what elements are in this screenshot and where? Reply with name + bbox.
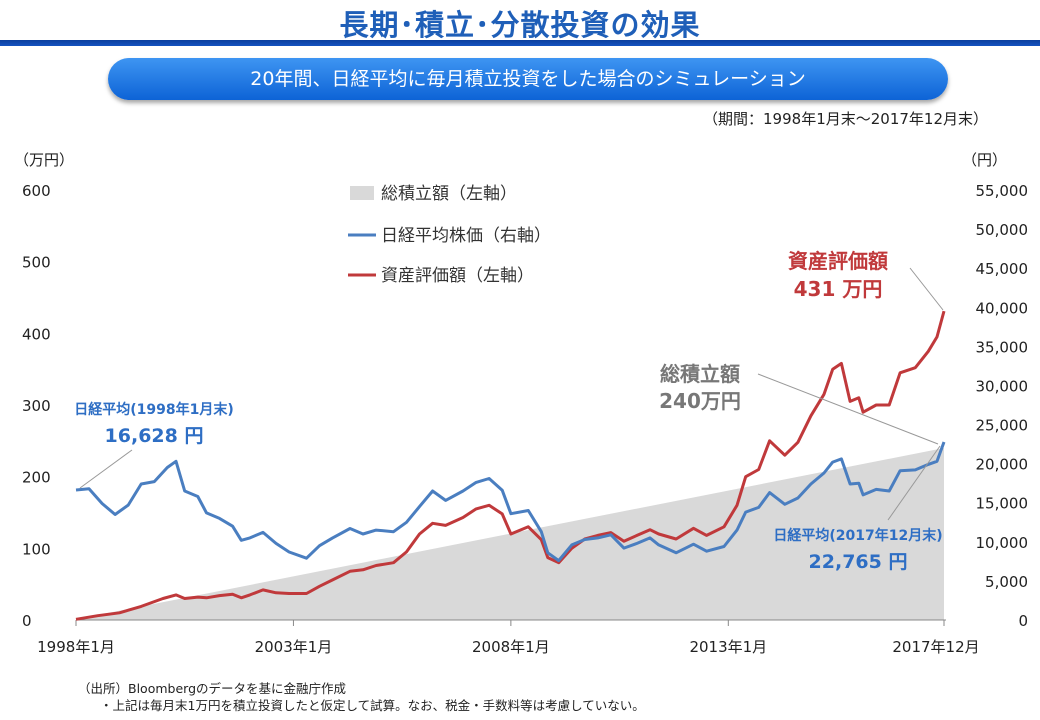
page-title: 長期･積立･分散投資の効果 xyxy=(339,8,701,42)
right-tick-label: 30,000 xyxy=(976,377,1029,395)
left-tick-label: 0 xyxy=(22,612,32,630)
nikkei-end-leader xyxy=(887,445,941,521)
right-tick-label: 25,000 xyxy=(976,417,1029,435)
title-rule xyxy=(0,40,1040,46)
nikkei-start-leader xyxy=(79,449,133,489)
right-tick-label: 55,000 xyxy=(976,182,1029,200)
accum-annotation-value: 240万円 xyxy=(659,389,741,413)
x-tick-label: 2003年1月 xyxy=(255,638,333,656)
asset-leader-line xyxy=(909,267,944,311)
right-tick-label: 10,000 xyxy=(976,534,1029,552)
accum-annotation-label: 総積立額 xyxy=(660,362,740,386)
period-note: （期間：1998年1月末～2017年12月末） xyxy=(703,110,988,128)
right-tick-label: 0 xyxy=(1018,612,1028,630)
left-tick-label: 400 xyxy=(22,325,51,343)
assumption-note: ・上記は毎月末1万円を積立投資したと仮定して試算。なお、税金・手数料等は考慮して… xyxy=(100,698,645,713)
legend-swatch-accumulated xyxy=(350,186,374,200)
source-note: （出所）Bloombergのデータを基に金融庁作成 xyxy=(78,681,346,696)
x-tick-label: 1998年1月 xyxy=(37,638,115,656)
left-tick-label: 300 xyxy=(22,397,51,415)
nikkei-start-label: 日経平均(1998年1月末) xyxy=(74,401,234,418)
right-tick-label: 20,000 xyxy=(976,456,1029,474)
right-axis-unit: （円） xyxy=(962,151,1007,169)
nikkei-line xyxy=(75,441,946,563)
accum-leader-line xyxy=(757,373,939,445)
nikkei-start-value: 16,628 円 xyxy=(105,425,204,447)
left-tick-label: 100 xyxy=(22,540,51,558)
right-tick-label: 50,000 xyxy=(976,221,1029,239)
x-tick-label: 2013年1月 xyxy=(689,638,767,656)
left-axis-unit: （万円） xyxy=(14,151,74,169)
right-tick-label: 35,000 xyxy=(976,338,1029,356)
legend-label: 日経平均株価（右軸） xyxy=(381,226,551,246)
legend-label: 総積立額（左軸） xyxy=(381,184,517,204)
left-tick-label: 500 xyxy=(22,254,51,272)
left-tick-label: 200 xyxy=(22,469,51,487)
subtitle-banner: 20年間、日経平均に毎月積立投資をした場合のシミュレーション xyxy=(108,58,948,100)
legend-label: 資産評価額（左軸） xyxy=(381,266,534,286)
right-tick-label: 5,000 xyxy=(985,573,1028,591)
right-tick-label: 40,000 xyxy=(976,299,1029,317)
nikkei-end-label: 日経平均(2017年12月末) xyxy=(773,527,942,544)
left-tick-label: 600 xyxy=(22,182,51,200)
right-tick-label: 15,000 xyxy=(976,495,1029,513)
right-tick-label: 45,000 xyxy=(976,260,1029,278)
footnotes: （出所）Bloombergのデータを基に金融庁作成 ・上記は毎月末1万円を積立投… xyxy=(78,680,645,714)
asset-value-line xyxy=(75,310,946,621)
nikkei-end-value: 22,765 円 xyxy=(809,551,908,573)
x-tick-label: 2008年1月 xyxy=(472,638,550,656)
x-tick-label: 2017年12月 xyxy=(892,638,979,656)
asset-annotation-value: 431 万円 xyxy=(794,277,883,301)
asset-annotation-label: 資産評価額 xyxy=(788,249,888,273)
